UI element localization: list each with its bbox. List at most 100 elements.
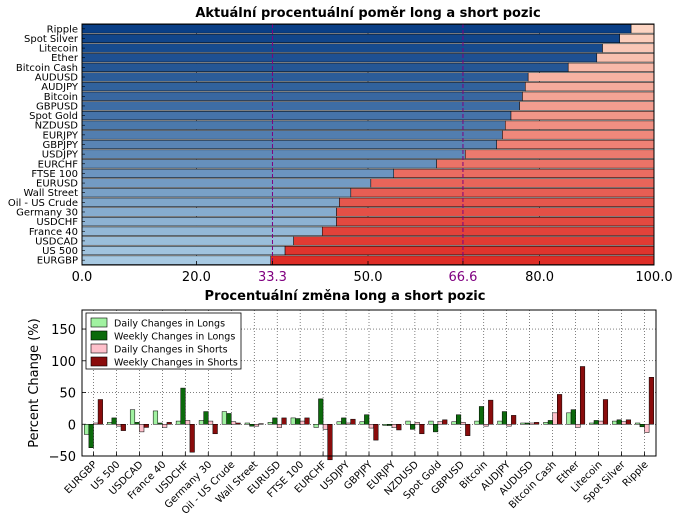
short-bar bbox=[525, 82, 655, 92]
change-bar bbox=[442, 419, 448, 425]
change-bar bbox=[180, 387, 186, 425]
top-chart-bars bbox=[81, 24, 655, 265]
category-label: AUDJPY bbox=[41, 82, 79, 93]
category-label: US 500 bbox=[42, 246, 78, 257]
category-label: NZDUSD bbox=[35, 121, 79, 132]
short-bar bbox=[519, 101, 655, 111]
change-bar bbox=[501, 411, 508, 425]
y-tick-label: 150 bbox=[51, 323, 76, 338]
long-bar bbox=[81, 217, 337, 227]
change-bar bbox=[175, 420, 181, 425]
change-bar bbox=[221, 411, 227, 425]
category-label: Bitcoin Cash bbox=[16, 63, 78, 74]
change-bar bbox=[139, 424, 145, 433]
change-bar bbox=[566, 412, 572, 425]
change-bar bbox=[295, 418, 301, 425]
change-bar bbox=[648, 377, 654, 425]
short-bar bbox=[630, 24, 655, 34]
change-bar bbox=[166, 422, 172, 425]
legend-swatch bbox=[90, 343, 108, 354]
change-bar bbox=[387, 424, 393, 426]
short-bar bbox=[350, 188, 655, 198]
category-label: Litecoin bbox=[39, 44, 78, 55]
change-bar bbox=[359, 421, 365, 425]
category-label: Bitcoin bbox=[44, 92, 78, 103]
change-bar bbox=[299, 420, 305, 425]
category-label: USDCHF bbox=[36, 217, 78, 228]
long-bar bbox=[81, 168, 394, 178]
change-bar bbox=[483, 424, 489, 427]
bottom-chart-bars bbox=[84, 366, 654, 461]
x-tick-label: 33.3 bbox=[258, 270, 287, 285]
x-tick-label: 0.0 bbox=[72, 270, 93, 285]
change-bar bbox=[410, 424, 416, 430]
change-bar bbox=[589, 422, 595, 425]
long-bar bbox=[81, 62, 569, 72]
change-bar bbox=[341, 417, 347, 425]
short-bar bbox=[596, 53, 655, 63]
top-chart-x-ticks: 0.0 20.0 33.3 50.0 66.6 80.0 100.0 bbox=[72, 261, 673, 285]
long-bar bbox=[81, 139, 497, 150]
change-bar bbox=[602, 399, 609, 425]
short-bar bbox=[339, 197, 655, 207]
change-bar bbox=[506, 424, 512, 427]
short-bar bbox=[567, 62, 655, 72]
long-bar bbox=[81, 178, 372, 188]
change-bar bbox=[488, 399, 494, 425]
legend-box bbox=[85, 312, 242, 370]
category-label: USDJPY bbox=[42, 150, 79, 161]
change-bar bbox=[226, 413, 232, 425]
short-bar bbox=[619, 33, 655, 44]
long-bar bbox=[81, 91, 523, 101]
change-bar bbox=[511, 415, 517, 425]
change-bar bbox=[322, 424, 328, 430]
change-bar bbox=[437, 421, 443, 425]
long-bar bbox=[81, 101, 520, 111]
long-bar bbox=[81, 188, 352, 198]
change-bar bbox=[143, 424, 149, 428]
change-bar bbox=[625, 419, 631, 425]
change-bar bbox=[593, 420, 599, 425]
category-label: GBPJPY bbox=[42, 140, 78, 151]
change-bar bbox=[364, 414, 370, 425]
category-label: Ether bbox=[51, 53, 79, 64]
long-bar bbox=[81, 197, 340, 207]
change-bar bbox=[116, 424, 122, 427]
x-tick-label: 66.6 bbox=[448, 270, 477, 285]
long-bar bbox=[81, 82, 526, 92]
change-bar bbox=[230, 421, 237, 425]
category-label: GBPUSD bbox=[36, 101, 78, 112]
change-bar bbox=[460, 422, 466, 425]
change-bar bbox=[534, 422, 540, 425]
change-bar bbox=[97, 399, 103, 425]
category-label: Wall Street bbox=[24, 188, 79, 199]
long-bar bbox=[81, 72, 529, 82]
change-bar bbox=[635, 422, 641, 425]
change-bar bbox=[88, 424, 94, 448]
change-bar bbox=[318, 398, 324, 425]
short-bar bbox=[510, 111, 655, 121]
change-bar bbox=[547, 420, 553, 425]
x-tick-label: 20.0 bbox=[182, 270, 211, 285]
category-label: Ripple bbox=[47, 24, 78, 35]
short-bar bbox=[522, 91, 655, 101]
change-bar bbox=[208, 420, 214, 425]
change-bar bbox=[345, 422, 351, 425]
change-bar bbox=[455, 414, 462, 425]
long-bar bbox=[81, 236, 294, 246]
change-bar bbox=[520, 422, 526, 425]
change-bar bbox=[111, 417, 117, 425]
change-bar bbox=[235, 422, 241, 425]
legend-swatch bbox=[90, 330, 108, 341]
long-bar bbox=[81, 120, 506, 130]
category-label: Oil - US Crude bbox=[8, 198, 78, 209]
y-tick-label: 50 bbox=[59, 387, 76, 402]
bottom-chart-ylabel: Percent Change (%) bbox=[27, 318, 42, 447]
change-bar bbox=[419, 424, 425, 435]
change-bar bbox=[203, 411, 209, 425]
change-bar bbox=[281, 417, 287, 425]
top-chart-reference-lines bbox=[271, 24, 464, 265]
change-bar bbox=[198, 420, 204, 425]
change-bar bbox=[244, 422, 250, 425]
